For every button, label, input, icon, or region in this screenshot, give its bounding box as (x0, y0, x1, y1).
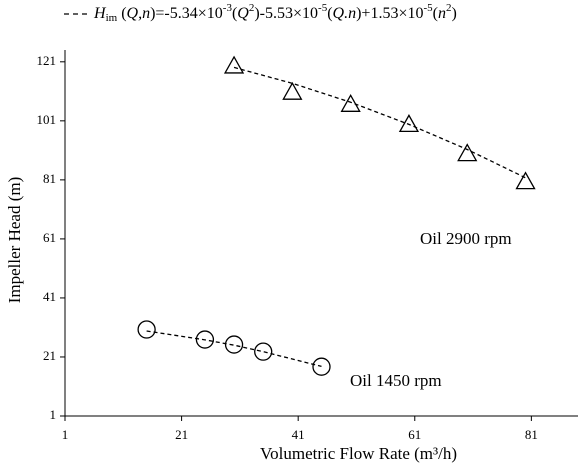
fit-legend: Him (Q,n)=-5.34×10-3(Q2)-5.53×10-5(Q.n)+… (93, 2, 457, 24)
x-tick-label: 1 (62, 427, 69, 442)
fit-legend-part: -5 (423, 2, 433, 14)
fit-legend-part: -3 (223, 2, 233, 14)
triangle-marker (398, 114, 420, 133)
triangle-marker (223, 55, 245, 74)
x-tick-label: 21 (175, 427, 188, 442)
y-axis-title: Impeller Head (m) (5, 177, 24, 304)
circle-marker (224, 335, 244, 354)
fit-legend-part: Q (237, 5, 249, 22)
circle-marker (137, 320, 156, 339)
y-tick-label: 21 (43, 348, 56, 363)
fit-legend-part: im (106, 12, 118, 24)
fit-legend-part: H (93, 5, 107, 22)
fit-legend-part: ) (451, 5, 456, 22)
y-tick-label: 101 (37, 112, 57, 127)
fit-legend-part: )+1.53×10 (356, 5, 423, 22)
fit-legend-part: ( (433, 5, 438, 22)
x-tick-label: 41 (292, 427, 305, 442)
circle-marker (312, 357, 331, 376)
y-tick-label: 1 (50, 407, 57, 422)
y-tick-label: 41 (43, 289, 56, 304)
triangle-marker (515, 171, 536, 190)
fit-legend-part: ( (117, 5, 126, 22)
fit-legend-part: -5 (318, 2, 328, 14)
triangle-marker (457, 143, 478, 162)
fit-legend-part: 2 (249, 2, 255, 14)
fit-legend-part: Q,n (127, 5, 151, 22)
fit-legend-part: ( (327, 5, 332, 22)
circle-marker (195, 330, 215, 349)
fit-legend-part: n (438, 5, 446, 22)
fit-line (233, 66, 526, 179)
x-tick-label: 61 (408, 427, 421, 442)
triangle-marker (340, 93, 361, 112)
x-tick-label: 81 (525, 427, 538, 442)
fit-legend-part: Q.n (333, 5, 357, 22)
triangle-marker (282, 81, 303, 100)
circle-marker (254, 342, 273, 361)
y-tick-label: 61 (43, 230, 56, 245)
series-label: Oil 2900 rpm (420, 229, 512, 248)
fit-legend-part: )-5.53×10 (254, 5, 318, 22)
series-label: Oil 1450 rpm (350, 371, 442, 390)
y-tick-label: 81 (43, 171, 56, 186)
x-axis-title: Volumetric Flow Rate (m³/h) (260, 444, 457, 463)
fit-legend-part: 2 (446, 2, 452, 14)
fit-legend-part: )=-5.34×10 (150, 5, 223, 22)
y-tick-label: 121 (37, 53, 57, 68)
fit-legend-part: ( (232, 5, 237, 22)
